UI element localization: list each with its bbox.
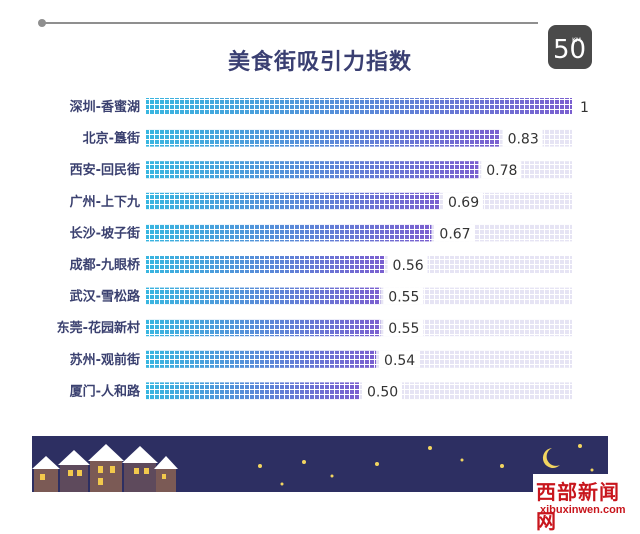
value-label-bg [387, 256, 428, 273]
value-label: 0.83 [508, 132, 539, 148]
value-label: 0.50 [367, 384, 398, 400]
header-rule-dot [38, 19, 46, 27]
logo-unit: KM [572, 37, 581, 44]
value-label: 0.54 [384, 353, 415, 369]
logo-number: 50 [553, 35, 586, 65]
chart-title: 美食街吸引力指数 [227, 50, 412, 75]
category-label: 深圳-香蜜湖 [70, 99, 140, 115]
category-label: 广州-上下九 [70, 194, 140, 210]
value-label-bg [502, 129, 543, 147]
value-label: 0.67 [439, 226, 470, 242]
value-label: 0.55 [388, 290, 419, 306]
value-label: 0.78 [486, 163, 517, 179]
category-label: 西安-回民街 [70, 162, 140, 178]
houses-illustration [32, 444, 178, 492]
value-label: 0.69 [448, 195, 479, 211]
bar-dot-texture [146, 161, 572, 179]
bar-dot-texture [146, 382, 572, 400]
bar-dot-texture [146, 98, 572, 115]
bar-dot-texture [146, 350, 572, 368]
header-rule [40, 22, 538, 24]
category-label: 北京-簋街 [83, 131, 140, 147]
value-label: 0.56 [393, 258, 424, 274]
bar-dot-texture [146, 319, 572, 337]
value-label: 0.55 [388, 321, 419, 337]
bar-dot-texture [146, 129, 572, 147]
category-label: 东莞-花园新村 [57, 320, 140, 336]
bar-dot-texture [146, 256, 572, 273]
value-label-bg [383, 287, 424, 305]
value-label-bg [383, 319, 424, 337]
bar-dot-texture [146, 287, 572, 305]
category-label: 苏州-观前街 [70, 352, 140, 368]
night-town-banner [32, 436, 608, 492]
value-label-bg [362, 382, 402, 400]
stars-illustration [258, 444, 594, 486]
value-label: 1 [580, 100, 589, 116]
category-label: 武汉-雪松路 [70, 289, 141, 305]
watermark-url: xibuxinwen.com [540, 504, 626, 516]
brand-logo: 50 KM [548, 25, 592, 69]
bar-dot-texture [146, 224, 572, 242]
category-label: 长沙-坡子街 [70, 225, 140, 241]
bar-dot-texture [146, 192, 572, 210]
value-label-bg [379, 350, 420, 368]
moon-icon [542, 448, 560, 468]
watermark-area [533, 474, 640, 525]
value-label-bg [434, 224, 475, 242]
category-label: 成都-九眼桥 [70, 257, 141, 273]
category-label: 厦门-人和路 [70, 383, 141, 399]
value-label-bg [442, 192, 483, 210]
value-label-bg [481, 161, 522, 179]
